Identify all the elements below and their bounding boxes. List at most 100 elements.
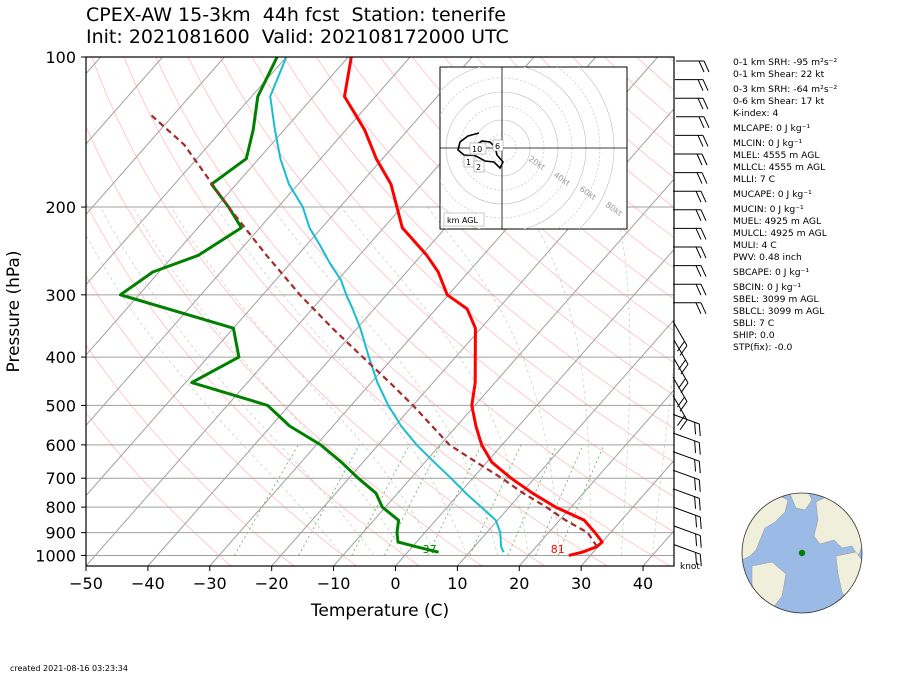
dry-adiabat [411,57,674,300]
barb-flag [702,97,709,110]
dry-adiabat [251,57,674,463]
wind-barb [672,469,701,492]
mixing-ratio-line [351,444,410,556]
barb-flag [700,265,707,277]
y-tick-label: 900 [45,524,76,543]
isotherm [86,57,225,216]
dry-adiabat [219,57,674,498]
x-tick-label: −10 [317,574,351,593]
globe-outline [741,492,863,614]
barb-flag [699,535,702,548]
dry-adiabat [315,57,674,396]
barb-flag [698,498,701,511]
moist-adiabat [86,234,344,556]
barb-flag [694,459,697,472]
barb-flag [679,345,688,356]
parameter-line: SBCIN: 0 J kg⁻¹ [733,282,802,293]
wind-barb [675,79,709,91]
mixing-ratio-line [383,444,441,556]
barb-flag [700,228,707,240]
wetbulb-profile [269,57,505,553]
y-tick-label: 500 [45,396,76,415]
parameter-line: SBLI: 7 C [733,318,775,329]
plot-frame [85,56,675,567]
barb-staff [673,358,689,384]
parameter-line: SBCAPE: 0 J kg⁻¹ [733,267,810,278]
location-globe [741,492,863,614]
barb-flag [694,496,697,509]
mixing-ratio-line [507,444,558,556]
dry-adiabat [86,275,357,566]
dry-adiabat [283,57,674,429]
wind-barb [673,209,707,222]
barb-flag [698,423,701,437]
dry-adiabat [443,57,674,269]
hodograph-height-box [473,160,485,173]
dry-adiabat [123,57,608,566]
parameter-line: 0-6 km Shear: 17 kt [733,96,825,107]
parameter-line: MUEL: 4925 m AGL [733,216,822,227]
surface-dewpoint-label: 37 [423,543,437,556]
isotherm [271,108,674,566]
y-tick-label: 200 [45,198,76,217]
barb-flag [695,533,698,546]
barb-flag [694,440,697,453]
barb-flag [698,479,701,492]
parameter-line: 0-1 km SRH: -95 m²s⁻² [733,57,838,68]
parameter-line: MLEL: 4555 m AGL [733,150,820,161]
y-axis-label: Pressure (hPa) [4,251,24,373]
barb-flag [695,515,698,528]
dry-adiabat [91,57,546,566]
wind-barb [673,283,707,296]
barb-flag [680,382,689,393]
x-tick-label: −20 [255,574,289,593]
parameter-line: STP(fix): -0.0 [733,342,793,353]
surface-temperature-label: 81 [551,543,565,556]
hodograph-height-label: 10 [472,145,482,154]
barb-flag [698,116,705,129]
x-axis-label: Temperature (C) [310,601,449,621]
barb-flag [700,190,707,203]
x-tick-label: 20 [509,574,529,593]
chart-title: CPEX-AW 15-3km 44h fcst Station: tenerif… [86,4,509,48]
wind-barb [674,153,708,166]
barb-flag [698,461,701,474]
parameter-line: SBEL: 3099 m AGL [733,294,819,305]
barb-staff [672,395,688,421]
parameter-line: 0-1 km Shear: 22 kt [733,69,825,80]
isotherm [580,459,674,566]
mixing-ratio-line [234,444,299,556]
barb-unit-label: knot [680,562,700,572]
mixing-ratio-line [469,444,522,556]
x-tick-label: 30 [571,574,591,593]
parameter-line: MLCAPE: 0 J kg⁻¹ [733,123,811,134]
isotherm [86,57,287,286]
barb-flag [700,302,707,315]
barb-flag [695,302,702,315]
barb-flag [698,442,701,455]
barb-flag [694,422,697,435]
isotherm [518,389,674,566]
x-tick-label: −50 [69,574,103,593]
barb-flag [695,265,702,277]
barb-flag [696,153,703,166]
barb-staff [672,432,700,444]
hodograph-unit-box [443,212,485,227]
barb-flag [679,419,688,431]
x-tick-label: 10 [447,574,467,593]
hodograph-height-box [469,142,487,155]
parameter-line: K-index: 4 [733,108,779,119]
y-tick-label: 300 [45,286,76,305]
mixing-ratio-line [427,444,482,556]
barb-staff [673,525,701,537]
barb-flag [698,60,705,73]
moist-adiabat [340,206,529,556]
barb-flag [699,554,702,567]
y-tick-label: 1000 [35,546,76,565]
wind-barb [673,525,702,548]
y-tick-label: 400 [45,348,76,367]
parameter-line: MUCAPE: 0 J kg⁻¹ [733,189,812,200]
wind-barb [672,413,701,437]
barb-flag [696,172,703,184]
